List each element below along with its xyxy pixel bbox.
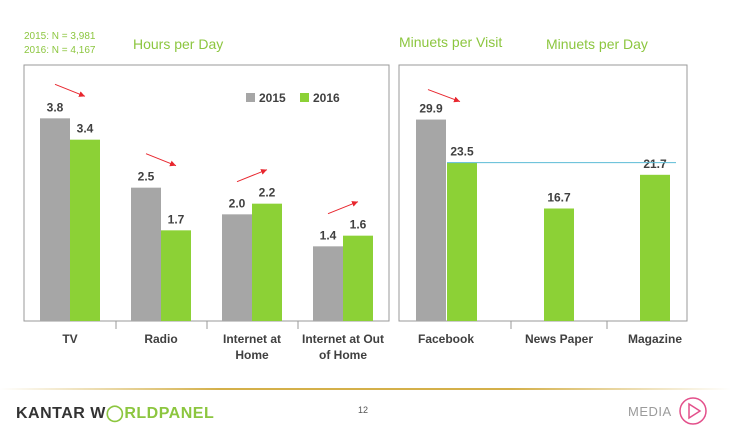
data-label-2015-3: 1.4 <box>320 228 337 242</box>
data-label-2016-2: 2.2 <box>259 186 276 200</box>
bar-2016-1 <box>161 230 191 321</box>
trend-arrow-2 <box>236 169 268 183</box>
logo-text-part2: RLDPANEL <box>124 405 215 422</box>
data-label-2015-0: 29.9 <box>419 102 443 116</box>
bar-2016-3 <box>343 235 373 321</box>
trend-arrow-1 <box>145 153 177 167</box>
logo-o-ring: ◯ <box>105 405 125 422</box>
data-label-2016-2: 21.7 <box>643 157 667 171</box>
legend-swatch-2015 <box>246 93 255 102</box>
tick-label-3-0: Internet at Out <box>302 332 384 346</box>
tick-label-2-1: Home <box>235 348 269 362</box>
tick-label-1-0: Radio <box>144 332 177 346</box>
tick-label-3-1: of Home <box>319 348 367 362</box>
data-label-2015-2: 2.0 <box>229 196 246 210</box>
data-label-2016-1: 1.7 <box>168 212 185 226</box>
tick-label-magazine: Magazine <box>628 332 682 346</box>
data-label-2016-1: 16.7 <box>547 190 571 204</box>
page-number: 12 <box>358 405 369 415</box>
legend-label-2015: 2015 <box>259 91 286 105</box>
bar-2015-facebook <box>416 119 446 321</box>
legend-swatch-2016 <box>300 93 309 102</box>
data-label-2016-0: 23.5 <box>450 145 474 159</box>
trend-arrow-facebook <box>427 89 461 103</box>
bar-2015-0 <box>40 118 70 321</box>
data-label-2016-3: 1.6 <box>350 218 367 232</box>
bar-2015-1 <box>131 187 161 321</box>
bar-2016-2 <box>252 203 282 321</box>
chart-title-hours-per-day: Hours per Day <box>133 36 224 52</box>
tick-label-news-paper: News Paper <box>525 332 593 346</box>
bar-2016-news-paper <box>544 208 574 321</box>
right-plot-frame <box>398 64 688 322</box>
sample-note-2015: 2015: N = 3,981 <box>24 31 96 42</box>
legend-label-2016: 2016 <box>313 91 340 105</box>
bar-2016-0 <box>70 139 100 321</box>
bar-2015-3 <box>313 246 343 321</box>
bar-2016-magazine <box>640 174 670 321</box>
logo-text-part1: KANTAR W <box>16 405 106 422</box>
data-label-2016-0: 3.4 <box>77 122 94 136</box>
tick-label-0-0: TV <box>62 332 77 346</box>
bar-2016-facebook <box>447 162 477 321</box>
play-icon <box>679 397 707 425</box>
media-label: MEDIA <box>628 404 672 419</box>
chart-title-minutes-per-day: Minuets per Day <box>546 36 648 52</box>
data-label-2015-0: 3.8 <box>47 100 64 114</box>
chart-title-minutes-per-visit: Minuets per Visit <box>399 34 503 50</box>
sample-note-2016: 2016: N = 4,167 <box>24 45 96 56</box>
footer-divider <box>0 388 731 390</box>
trend-arrow-0 <box>54 83 86 97</box>
kantar-worldpanel-logo: KANTAR W◯RLDPANEL <box>16 403 214 423</box>
bar-2015-2 <box>222 214 252 321</box>
data-label-2015-1: 2.5 <box>138 170 155 184</box>
tick-label-2-0: Internet at <box>223 332 281 346</box>
tick-label-facebook: Facebook <box>418 332 474 346</box>
trend-arrow-3 <box>327 201 359 215</box>
